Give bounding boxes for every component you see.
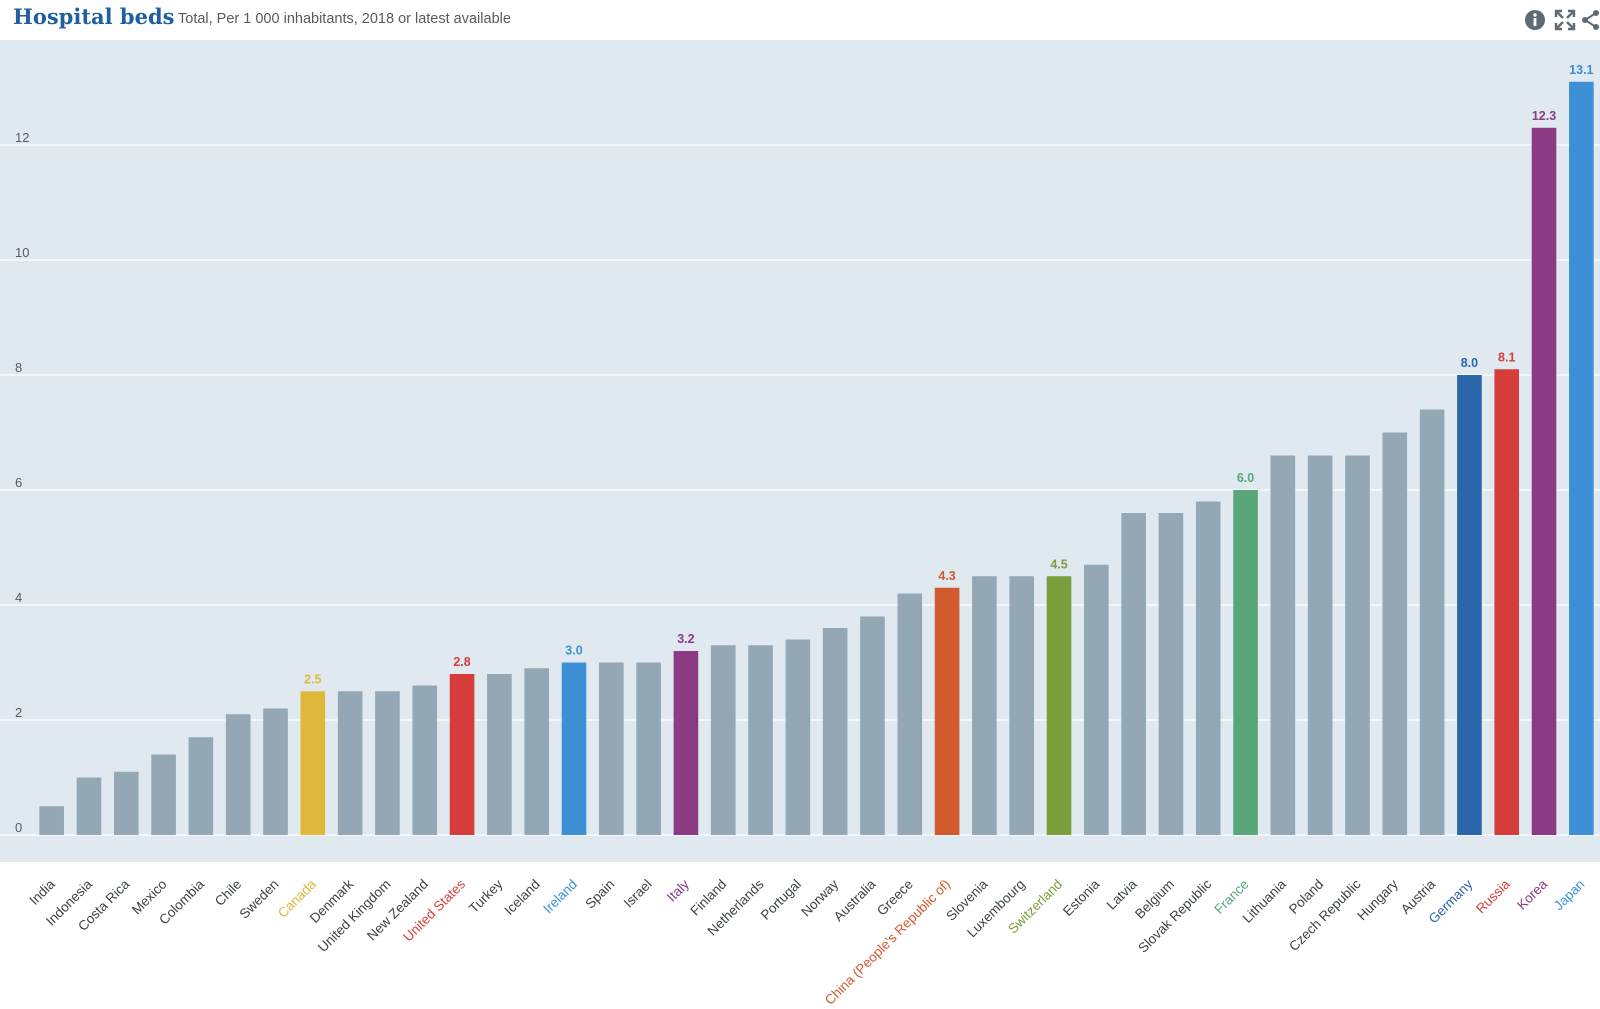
bar-australia[interactable]: [860, 616, 885, 836]
chart-subtitle: Total, Per 1 000 inhabitants, 2018 or la…: [178, 11, 511, 27]
x-tick-label-ireland: Ireland: [540, 877, 580, 917]
bar-poland[interactable]: [1307, 455, 1333, 836]
bar-denmark[interactable]: [337, 691, 363, 835]
x-tick-label-korea: Korea: [1514, 876, 1550, 912]
bar-norway[interactable]: [822, 628, 848, 835]
bar-belgium[interactable]: [1158, 513, 1184, 835]
y-tick-label: 4: [15, 590, 22, 605]
bars: [39, 81, 1594, 836]
x-tick-label-hungary: Hungary: [1354, 876, 1401, 923]
bar-chile[interactable]: [225, 714, 251, 835]
bar-chart: 0 2 4 6 8 10 12 2.5 2.8 3.0 3.2 4.3 4.5 6.0 8.0 8.1 12.…: [0, 40, 1600, 1008]
bar-new-zealand[interactable]: [412, 685, 438, 836]
bar-united-states[interactable]: [449, 674, 475, 835]
bar-estonia[interactable]: [1084, 564, 1109, 835]
chart-header: Hospital beds Total, Per 1 000 inhabitan…: [0, 0, 1600, 40]
data-label-china-people-s-republic-of: 4.3: [938, 569, 955, 583]
bar-russia[interactable]: [1494, 369, 1520, 835]
bar-iceland[interactable]: [524, 668, 549, 835]
data-label-germany: 8.0: [1461, 356, 1478, 370]
bar-finland[interactable]: [710, 645, 736, 835]
bar-latvia[interactable]: [1121, 513, 1146, 835]
bar-slovak-republic[interactable]: [1195, 501, 1221, 836]
bar-united-kingdom[interactable]: [375, 691, 400, 835]
data-label-korea: 12.3: [1532, 109, 1556, 123]
y-axis: 0 2 4 6 8 10 12: [15, 130, 29, 835]
data-label-ireland: 3.0: [565, 644, 582, 658]
x-tick-label-estonia: Estonia: [1060, 876, 1103, 919]
bar-luxembourg[interactable]: [1009, 576, 1035, 835]
bar-france[interactable]: [1233, 490, 1258, 835]
x-tick-label-italy: Italy: [664, 876, 692, 904]
x-tick-label-israel: Israel: [621, 877, 655, 911]
bar-hungary[interactable]: [1382, 432, 1408, 836]
data-label-united-states: 2.8: [453, 655, 470, 669]
x-tick-label-portugal: Portugal: [758, 877, 804, 923]
y-tick-label: 0: [15, 820, 22, 835]
y-tick-label: 6: [15, 475, 22, 490]
bar-colombia[interactable]: [188, 737, 214, 835]
bar-turkey[interactable]: [487, 674, 512, 835]
bar-sweden[interactable]: [263, 708, 288, 836]
bar-switzerland[interactable]: [1046, 576, 1072, 835]
x-tick-label-turkey: Turkey: [466, 876, 506, 916]
x-tick-label-sweden: Sweden: [237, 877, 282, 922]
bar-israel[interactable]: [636, 662, 661, 836]
x-tick-label-india: India: [26, 876, 58, 908]
y-tick-label: 10: [15, 245, 29, 260]
bar-netherlands[interactable]: [748, 645, 773, 835]
x-tick-label-russia: Russia: [1473, 876, 1513, 916]
bar-greece[interactable]: [897, 593, 923, 836]
bar-korea[interactable]: [1531, 127, 1557, 835]
bar-germany[interactable]: [1457, 375, 1482, 835]
x-tick-label-australia: Australia: [831, 876, 879, 924]
x-tick-label-japan: Japan: [1551, 877, 1588, 914]
bar-japan[interactable]: [1569, 81, 1594, 835]
data-label-japan: 13.1: [1569, 63, 1593, 77]
bar-indonesia[interactable]: [76, 777, 102, 836]
data-label-canada: 2.5: [304, 672, 321, 686]
bar-austria[interactable]: [1419, 409, 1445, 836]
bar-canada[interactable]: [300, 691, 326, 835]
x-tick-label-spain: Spain: [582, 877, 617, 912]
bar-italy[interactable]: [673, 651, 699, 835]
data-label-russia: 8.1: [1498, 350, 1515, 364]
data-label-switzerland: 4.5: [1050, 557, 1067, 571]
y-tick-label: 12: [15, 130, 29, 145]
bar-lithuania[interactable]: [1270, 455, 1296, 836]
bar-china-people-s-republic-of[interactable]: [934, 587, 960, 835]
info-icon[interactable]: [1523, 8, 1547, 32]
y-tick-label: 2: [15, 705, 22, 720]
fullscreen-icon[interactable]: [1553, 8, 1577, 32]
bar-slovenia[interactable]: [972, 576, 997, 835]
data-label-italy: 3.2: [677, 632, 694, 646]
x-tick-label-iceland: Iceland: [501, 877, 542, 918]
data-label-france: 6.0: [1237, 471, 1254, 485]
share-icon[interactable]: [1580, 8, 1600, 32]
bar-india[interactable]: [39, 806, 64, 835]
bar-costa-rica[interactable]: [113, 771, 139, 835]
bar-portugal[interactable]: [785, 639, 811, 836]
x-tick-label-chile: Chile: [212, 877, 244, 909]
y-tick-label: 8: [15, 360, 22, 375]
bar-czech-republic[interactable]: [1345, 455, 1370, 836]
bar-ireland[interactable]: [561, 662, 587, 836]
chart-title: Hospital beds: [13, 4, 175, 29]
bar-spain[interactable]: [598, 662, 624, 836]
data-labels: 2.5 2.8 3.0 3.2 4.3 4.5 6.0 8.0 8.1 12.3 13.1: [304, 63, 1593, 687]
bar-mexico[interactable]: [151, 754, 176, 836]
